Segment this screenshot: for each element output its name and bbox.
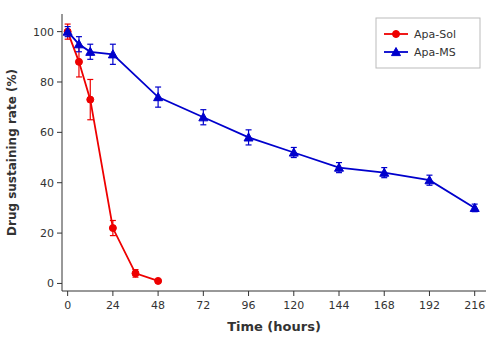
data-point — [154, 93, 163, 101]
legend-item: Apa-MS — [384, 46, 456, 59]
error-bar-cap — [336, 172, 342, 173]
y-axis-label: Drug sustaining rate (%) — [5, 69, 19, 236]
error-bar-cap — [246, 129, 252, 130]
legend-swatch-marker — [392, 48, 401, 56]
error-bar-cap — [76, 76, 82, 77]
error-bar — [76, 47, 82, 77]
y-tick — [57, 233, 62, 234]
legend-label: Apa-Sol — [414, 28, 456, 41]
y-axis-line — [62, 14, 63, 291]
x-tick-label: 120 — [283, 299, 304, 312]
data-point — [109, 225, 116, 232]
error-bar-cap — [381, 177, 387, 178]
x-tick-label: 0 — [64, 299, 71, 312]
legend-label: Apa-MS — [414, 46, 456, 59]
chart-container: 0 24 48 72 96 120 144 168 192 216 0 20 40 60 80 100 Time… — [0, 0, 500, 341]
y-tick — [57, 132, 62, 133]
error-bar-cap — [426, 185, 432, 186]
error-bar-cap — [76, 36, 82, 37]
error-bar-cap — [246, 144, 252, 145]
x-tick-label: 24 — [106, 299, 120, 312]
y-tick — [57, 81, 62, 82]
x-tick-label: 216 — [464, 299, 485, 312]
data-point — [155, 277, 162, 284]
x-tick-label: 144 — [329, 299, 350, 312]
error-bar-cap — [291, 157, 297, 158]
data-point — [63, 27, 72, 35]
data-point — [75, 58, 82, 65]
data-point — [87, 96, 94, 103]
series-line — [68, 32, 475, 208]
error-bar-cap — [110, 44, 116, 45]
error-bar — [110, 220, 116, 235]
y-tick-label: 80 — [40, 76, 54, 89]
y-tick-label: 60 — [40, 126, 54, 139]
error-bar-cap — [87, 59, 93, 60]
error-bar-cap — [65, 36, 71, 37]
y-tick-label: 100 — [33, 26, 54, 39]
legend-frame — [376, 18, 480, 68]
data-point — [335, 163, 344, 171]
chart-svg: 0 24 48 72 96 120 144 168 192 216 0 20 40 60 80 100 Time… — [0, 0, 500, 341]
data-point — [425, 176, 434, 184]
legend: Apa-Sol Apa-MS — [376, 18, 480, 68]
x-tick-label: 192 — [419, 299, 440, 312]
error-bar-cap — [155, 86, 161, 87]
series-line — [68, 32, 158, 281]
error-bar-cap — [200, 124, 206, 125]
error-bar — [87, 79, 93, 119]
x-tick — [248, 291, 249, 296]
y-tick — [57, 283, 62, 284]
data-point — [86, 47, 95, 55]
error-bar-cap — [87, 44, 93, 45]
x-axis-line — [62, 291, 486, 292]
data-point — [199, 113, 208, 121]
x-tick — [429, 291, 430, 296]
data-point — [380, 168, 389, 176]
data-point — [289, 148, 298, 156]
error-bar-cap — [110, 235, 116, 236]
x-tick — [158, 291, 159, 296]
x-tick-label: 168 — [374, 299, 395, 312]
data-point — [244, 133, 253, 141]
y-tick-label: 20 — [40, 227, 54, 240]
x-tick — [67, 291, 68, 296]
x-tick — [293, 291, 294, 296]
error-bar-cap — [76, 51, 82, 52]
error-bar-cap — [65, 39, 71, 40]
error-bar-cap — [110, 64, 116, 65]
error-bar-cap — [110, 220, 116, 221]
x-tick-label: 96 — [242, 299, 256, 312]
y-tick — [57, 182, 62, 183]
y-tick-label: 0 — [47, 277, 54, 290]
data-point — [74, 40, 83, 48]
data-point — [108, 50, 117, 58]
series — [63, 27, 479, 212]
error-bar-cap — [200, 109, 206, 110]
error-bar-cap — [155, 107, 161, 108]
data-point — [470, 203, 479, 211]
y-tick — [57, 31, 62, 32]
error-bar-cap — [87, 79, 93, 80]
x-tick — [384, 291, 385, 296]
legend-swatch-marker — [393, 31, 400, 38]
x-tick-label: 72 — [196, 299, 210, 312]
data-point — [132, 270, 139, 277]
y-tick-label: 40 — [40, 177, 54, 190]
series — [64, 24, 161, 284]
x-tick — [112, 291, 113, 296]
legend-item: Apa-Sol — [384, 28, 456, 41]
axes: 0 24 48 72 96 120 144 168 192 216 0 20 40 60 80 100 — [33, 14, 486, 312]
x-axis-label: Time (hours) — [227, 319, 321, 334]
error-bar-cap — [87, 119, 93, 120]
x-tick — [339, 291, 340, 296]
x-tick — [203, 291, 204, 296]
error-bar — [132, 270, 138, 278]
x-tick — [474, 291, 475, 296]
error-bar-cap — [65, 23, 71, 24]
x-tick-label: 48 — [151, 299, 165, 312]
